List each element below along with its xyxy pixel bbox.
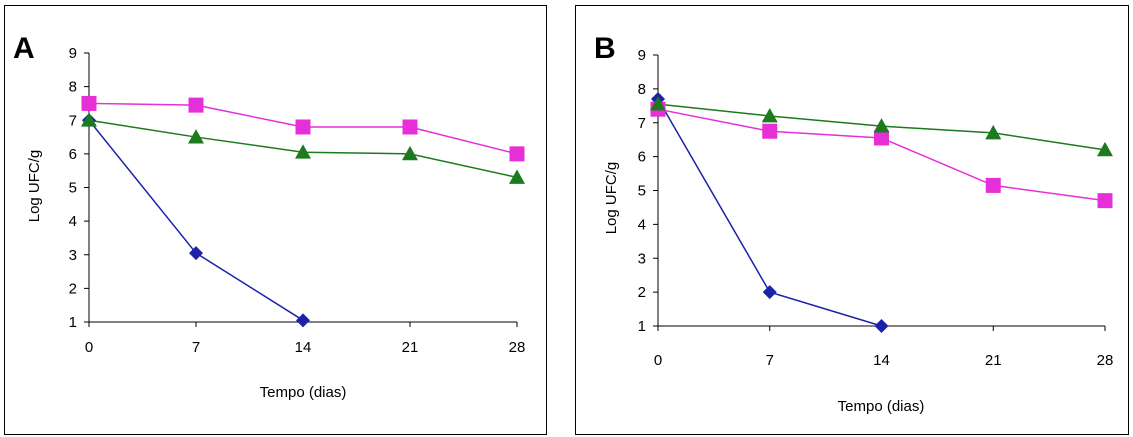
- chart-a-series-triangle-point: [81, 112, 97, 127]
- chart-b-panel-letter: B: [594, 32, 616, 65]
- chart-b-series-triangle-point: [873, 118, 890, 133]
- chart-b-svg: B 1 2 3 4 5 6 7 8 9 0 7 14 21 28 Tempo (dias) Log UFC/g: [594, 32, 1114, 415]
- chart-a-y-tick-label: 7: [69, 112, 77, 129]
- chart-panel-b: B 1 2 3 4 5 6 7 8 9 0 7 14 21 28 Tempo (dias) Log UFC/g: [575, 5, 1129, 435]
- chart-b-y-tick-label: 4: [638, 216, 646, 233]
- chart-b-y-tick-label: 9: [638, 47, 646, 64]
- chart-b-y-tick-label: 7: [638, 115, 646, 132]
- chart-b-x-tick-label: 14: [873, 352, 890, 369]
- chart-a-series-square-point: [402, 119, 418, 135]
- chart-a-x-axis-title: Tempo (dias): [260, 384, 347, 401]
- chart-a-series-diamond-line: [88, 119, 304, 321]
- chart-b-x-tick-label: 7: [766, 352, 774, 369]
- chart-b-series-triangle-point: [761, 107, 778, 123]
- chart-a-x-tick-label: 0: [85, 339, 93, 356]
- chart-a-y-axis-title: Log UFC/g: [26, 150, 43, 223]
- chart-a-y-tick-label: 3: [69, 247, 77, 264]
- chart-b-x-tick-label: 0: [654, 352, 662, 369]
- chart-b-y-tick-label: 3: [638, 250, 646, 267]
- chart-panel-a: A 1 2 3 4 5 6 7 8 9 0 7 14 21 28 Tempo (dias) Log UFC/g: [4, 5, 547, 435]
- chart-a-x-tick-label: 14: [295, 339, 312, 356]
- chart-b-series-diamond-point: [874, 319, 889, 333]
- chart-a-series-square-point: [509, 146, 525, 162]
- chart-a-x-tick-label: 21: [402, 339, 419, 356]
- chart-b-y-axis-title: Log UFC/g: [603, 162, 620, 235]
- chart-a-series-square-point: [188, 97, 204, 113]
- chart-a-y-tick-label: 4: [69, 213, 77, 230]
- chart-b-x-tick-label: 21: [985, 352, 1002, 369]
- chart-b-y-tick-label: 6: [638, 149, 646, 166]
- chart-b-x-tick-label: 28: [1097, 352, 1114, 369]
- chart-b-y-tick-label: 8: [638, 81, 646, 98]
- chart-a-series-square-point: [81, 95, 97, 111]
- chart-b-y-tick-label: 5: [638, 183, 646, 200]
- chart-b-series-triangle-point: [985, 124, 1002, 140]
- chart-a-series-triangle-point: [509, 169, 525, 184]
- chart-a-series-square-point: [295, 119, 311, 135]
- chart-b-series-diamond-point: [762, 285, 777, 300]
- chart-a-series-diamond-point: [296, 313, 310, 328]
- chart-b-series-square-point: [762, 123, 778, 139]
- chart-a-y-tick-label: 6: [69, 146, 77, 163]
- chart-b-series-triangle-point: [650, 96, 666, 111]
- chart-a-series-diamond-point: [189, 246, 203, 261]
- chart-b-x-axis-title: Tempo (dias): [838, 398, 925, 415]
- chart-a-series-triangle-point: [295, 144, 311, 159]
- chart-a-x-tick-label: 28: [509, 339, 526, 356]
- chart-a-y-tick-label: 2: [69, 280, 77, 297]
- chart-a-y-tick-label: 9: [69, 45, 77, 62]
- chart-b-y-tick-label: 2: [638, 284, 646, 301]
- chart-b-series-triangle-point: [1097, 141, 1113, 157]
- chart-a-svg: A 1 2 3 4 5 6 7 8 9 0 7 14 21 28 Tempo (dias) Log UFC/g: [13, 32, 526, 401]
- chart-b-series-square-point: [874, 130, 889, 146]
- chart-a-series-triangle-point: [188, 129, 204, 144]
- chart-a-x-tick-label: 7: [192, 339, 200, 356]
- chart-b-y-tick-label: 1: [638, 318, 646, 335]
- chart-b-series-square-point: [1097, 193, 1113, 209]
- chart-a-y-tick-label: 5: [69, 180, 77, 197]
- chart-a-panel-letter: A: [13, 32, 35, 65]
- chart-a-y-tick-label: 8: [69, 79, 77, 96]
- chart-b-series-square-point: [985, 177, 1001, 193]
- chart-a-series-triangle-point: [402, 145, 418, 161]
- chart-a-y-tick-label: 1: [69, 314, 77, 331]
